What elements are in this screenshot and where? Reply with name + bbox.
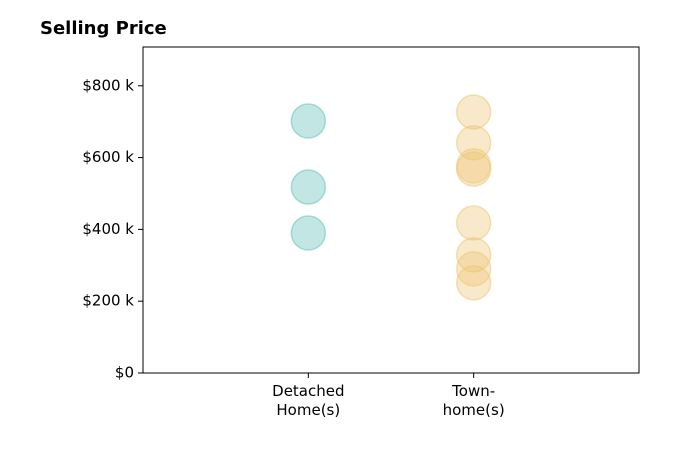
chart-title: Selling Price — [40, 18, 167, 39]
y-tick-label: $200 k — [82, 292, 134, 310]
x-tick-label: Detached Home(s) — [272, 382, 345, 419]
point — [290, 103, 327, 139]
point — [455, 237, 492, 273]
point — [290, 169, 327, 205]
point — [290, 215, 327, 251]
point — [455, 251, 492, 287]
plot-frame — [142, 46, 640, 374]
point — [455, 205, 492, 241]
point — [455, 265, 492, 301]
y-tick-label: $400 k — [82, 220, 134, 238]
y-tick-label: $0 — [115, 364, 134, 382]
y-tick-label: $800 k — [82, 76, 134, 94]
y-tick-label: $600 k — [82, 148, 134, 166]
x-tick-label: Town- home(s) — [442, 382, 505, 419]
point — [455, 94, 492, 130]
point — [455, 151, 492, 187]
